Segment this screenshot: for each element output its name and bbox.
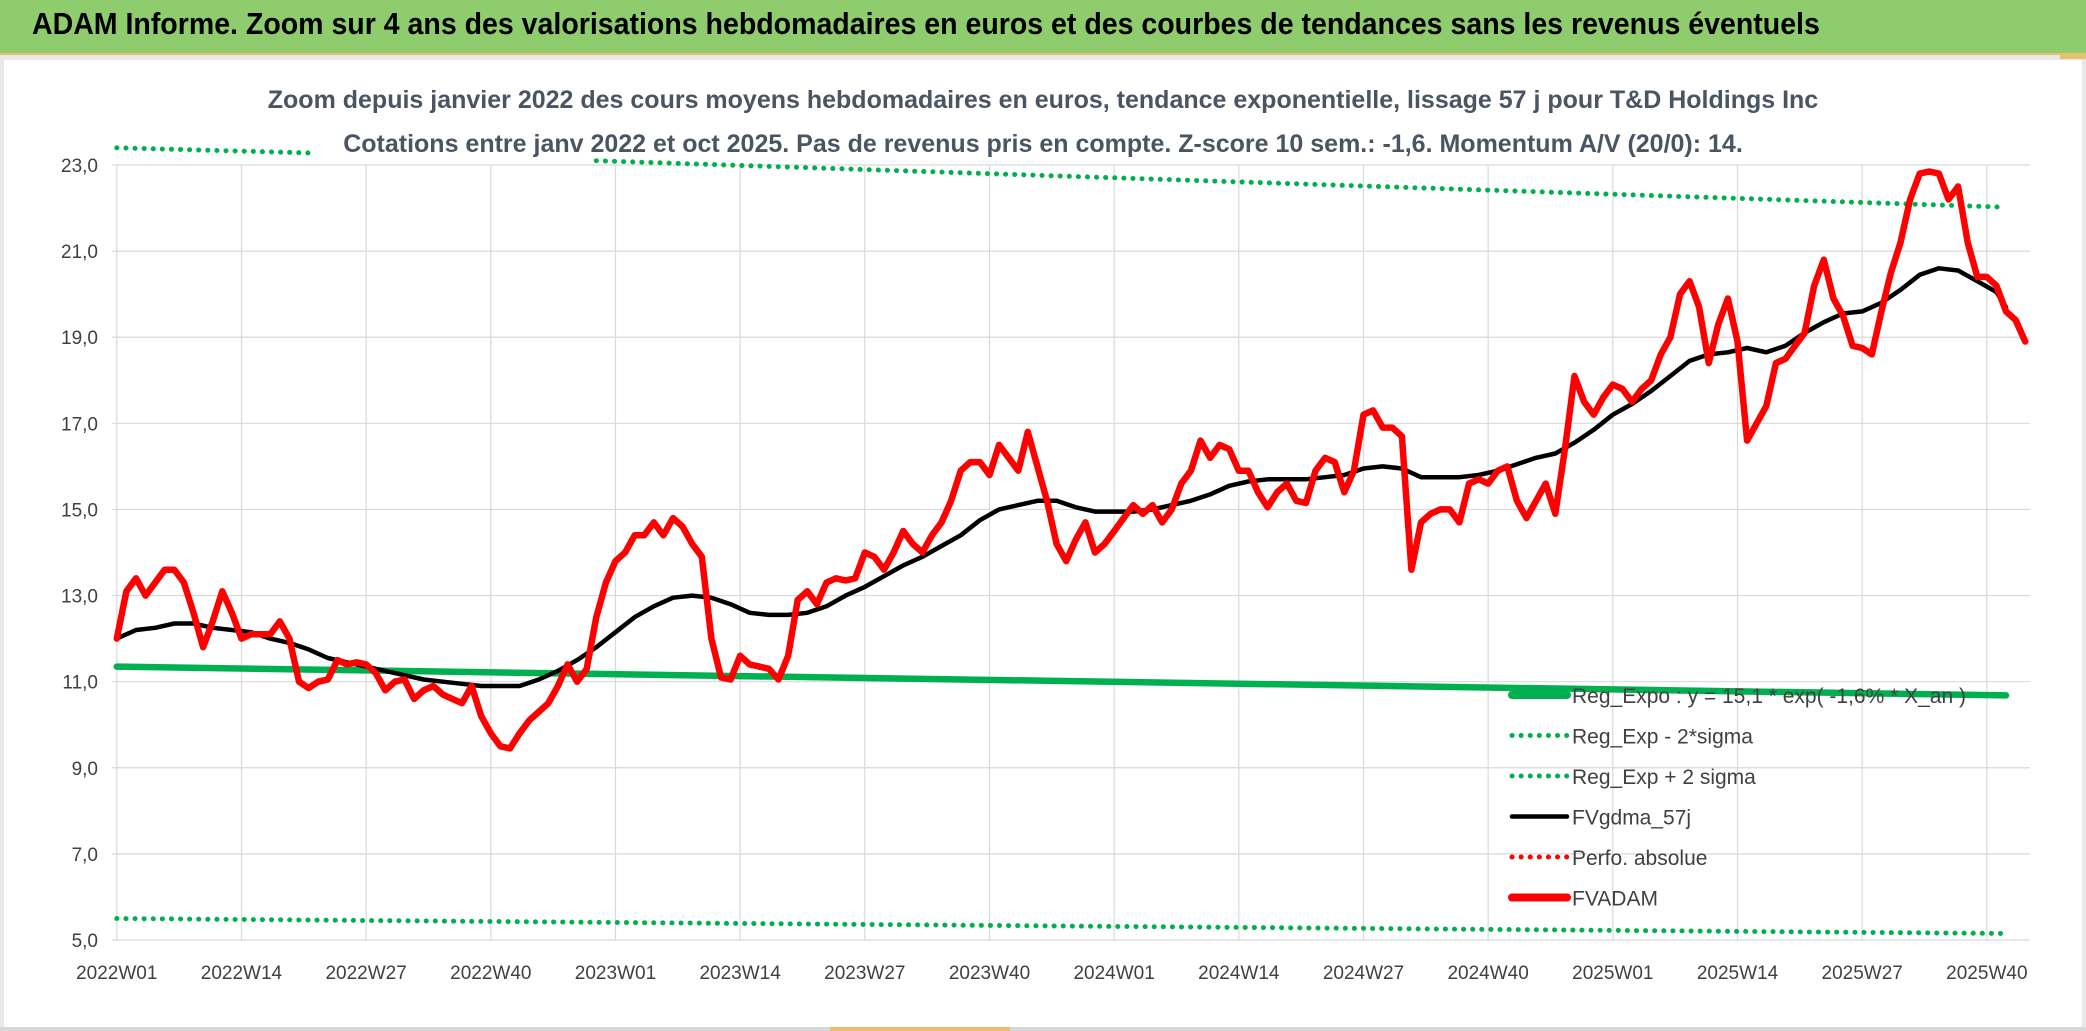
x-tick-label: 2023W40: [949, 963, 1030, 984]
corner-accent: [2060, 55, 2086, 59]
x-tick-label: 2022W27: [325, 963, 406, 984]
x-tick-label: 2024W27: [1323, 963, 1404, 984]
x-tick-label: 2022W14: [201, 963, 283, 984]
axes: 5,0 7,0 9,0 11,0 13,0 15,0 17,0 19,0 21,0 23,0 202…: [61, 156, 2028, 984]
x-tick-label: 2025W14: [1697, 963, 1779, 984]
x-tick-label: 2023W14: [699, 963, 781, 984]
legend-label-4: Perfo. absolue: [1572, 847, 1707, 870]
y-tick-label: 23,0: [61, 156, 98, 177]
legend-label-5: FVADAM: [1572, 888, 1658, 911]
x-tick-label: 2025W01: [1572, 963, 1653, 984]
bottom-accent: [830, 1027, 1010, 1031]
y-tick-label: 11,0: [62, 673, 98, 694]
series-line-0: [113, 663, 2010, 699]
x-tick-label: 2022W01: [76, 963, 157, 984]
x-tick-label: 2022W40: [450, 963, 531, 984]
x-tick-label: 2025W40: [1946, 963, 2027, 984]
grid: [112, 164, 2030, 941]
x-tick-label: 2024W14: [1198, 963, 1280, 984]
y-tick-label: 13,0: [61, 587, 98, 608]
legend-label-0: Reg_Expo : y = 15,1 * exp( -1,6% * X_an …: [1572, 685, 1966, 708]
legend-label-2: Reg_Exp + 2 sigma: [1572, 766, 1756, 789]
y-tick-label: 15,0: [61, 500, 98, 521]
y-tick-label: 19,0: [61, 328, 98, 349]
legend-label-1: Reg_Exp - 2*sigma: [1572, 726, 1753, 749]
series-line-5: [113, 168, 2029, 752]
bottom-band: [0, 1027, 2086, 1031]
x-tick-label: 2023W01: [575, 963, 656, 984]
report-banner: ADAM Informe. Zoom sur 4 ans des valoris…: [0, 0, 2086, 55]
y-tick-label: 7,0: [72, 845, 98, 866]
report-title: ADAM Informe. Zoom sur 4 ans des valoris…: [32, 6, 1820, 41]
y-tick-label: 5,0: [72, 931, 98, 952]
y-tick-label: 17,0: [61, 414, 98, 435]
y-tick-label: 21,0: [61, 242, 98, 263]
legend-label-3: FVgdma_57j: [1572, 807, 1691, 830]
chart-title-line1: Zoom depuis janvier 2022 des cours moyen…: [268, 86, 1819, 114]
x-tick-label: 2023W27: [824, 963, 905, 984]
x-tick-label: 2024W01: [1073, 963, 1154, 984]
x-tick-label: 2025W27: [1822, 963, 1903, 984]
series-line-3: [114, 266, 2009, 689]
series-line-2: [114, 145, 2009, 210]
legend: Reg_Expo : y = 15,1 * exp( -1,6% * X_an …: [1508, 685, 1966, 911]
x-tick-label: 2024W40: [1447, 963, 1528, 984]
series-line-1: [114, 916, 2009, 936]
y-tick-label: 9,0: [72, 759, 98, 780]
chart-area: [4, 60, 2082, 1027]
series-group: [113, 145, 2029, 936]
chart-title-line2: Cotations entre janv 2022 et oct 2025. P…: [343, 130, 1743, 158]
